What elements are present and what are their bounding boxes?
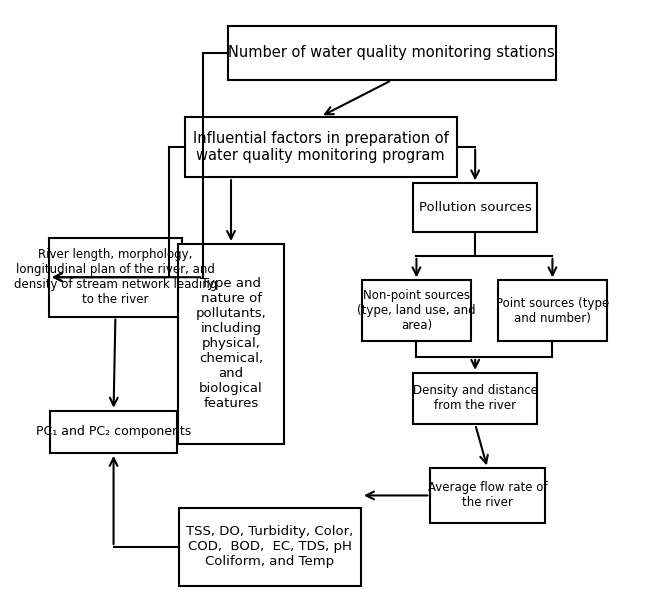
Text: Average flow rate of
the river: Average flow rate of the river bbox=[428, 482, 547, 510]
Text: PC₁ and PC₂ components: PC₁ and PC₂ components bbox=[36, 425, 191, 438]
Text: Density and distance
from the river: Density and distance from the river bbox=[412, 384, 538, 412]
Text: Influential factors in preparation of
water quality monitoring program: Influential factors in preparation of wa… bbox=[193, 131, 449, 163]
FancyBboxPatch shape bbox=[362, 280, 471, 341]
Text: Point sources (type
and number): Point sources (type and number) bbox=[496, 297, 609, 325]
FancyBboxPatch shape bbox=[179, 244, 283, 444]
Text: Type and
nature of
pollutants,
including
physical,
chemical,
and
biological
feat: Type and nature of pollutants, including… bbox=[196, 278, 266, 410]
Text: Non-point sources
(type, land use, and
area): Non-point sources (type, land use, and a… bbox=[357, 289, 476, 332]
FancyBboxPatch shape bbox=[430, 468, 545, 523]
FancyBboxPatch shape bbox=[413, 373, 537, 424]
FancyBboxPatch shape bbox=[413, 183, 537, 232]
FancyBboxPatch shape bbox=[179, 507, 361, 586]
FancyBboxPatch shape bbox=[49, 238, 182, 317]
Text: Pollution sources: Pollution sources bbox=[419, 201, 532, 214]
Text: Number of water quality monitoring stations: Number of water quality monitoring stati… bbox=[228, 46, 555, 60]
FancyBboxPatch shape bbox=[498, 280, 606, 341]
Text: TSS, DO, Turbidity, Color,
COD,  BOD,  EC, TDS, pH
Coliform, and Temp: TSS, DO, Turbidity, Color, COD, BOD, EC,… bbox=[186, 526, 354, 568]
FancyBboxPatch shape bbox=[50, 410, 177, 453]
Text: River length, morphology,
longitudinal plan of the river, and
density of stream : River length, morphology, longitudinal p… bbox=[14, 248, 217, 306]
FancyBboxPatch shape bbox=[185, 116, 457, 177]
FancyBboxPatch shape bbox=[228, 26, 555, 80]
